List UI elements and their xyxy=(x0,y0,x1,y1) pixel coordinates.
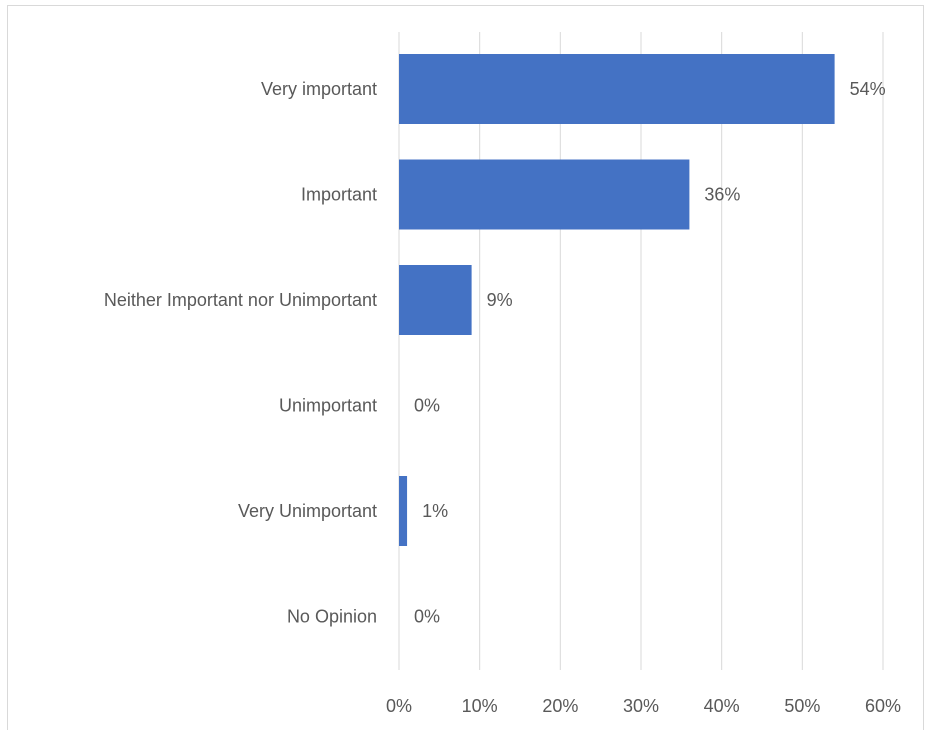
x-tick-label: 10% xyxy=(462,696,498,716)
bar xyxy=(399,265,472,335)
x-axis-tick-labels: 0% 10% 20% 30% 40% 50% 60% xyxy=(386,696,901,716)
x-tick-label: 20% xyxy=(542,696,578,716)
category-labels: Very important Important Neither Important… xyxy=(104,79,377,627)
data-label: 0% xyxy=(414,396,440,416)
bar xyxy=(399,54,835,124)
x-tick-label: 40% xyxy=(704,696,740,716)
x-tick-label: 50% xyxy=(784,696,820,716)
data-label: 36% xyxy=(704,185,740,205)
data-label: 9% xyxy=(487,290,513,310)
bars xyxy=(399,54,835,546)
data-label: 0% xyxy=(414,607,440,627)
data-labels: 54% 36% 9% 0% 1% 0% xyxy=(414,79,886,627)
category-label: No Opinion xyxy=(287,607,377,627)
data-label: 1% xyxy=(422,501,448,521)
category-label: Very important xyxy=(261,79,377,99)
x-tick-label: 60% xyxy=(865,696,901,716)
bar xyxy=(399,476,408,546)
category-label: Neither Important nor Unimportant xyxy=(104,290,377,310)
category-label: Very Unimportant xyxy=(238,501,377,521)
category-label: Important xyxy=(301,185,377,205)
x-tick-label: 30% xyxy=(623,696,659,716)
chart-frame xyxy=(7,5,924,730)
x-tick-label: 0% xyxy=(386,696,412,716)
data-label: 54% xyxy=(850,79,886,99)
bar xyxy=(399,159,690,230)
category-label: Unimportant xyxy=(279,396,377,416)
gridlines xyxy=(398,32,884,670)
